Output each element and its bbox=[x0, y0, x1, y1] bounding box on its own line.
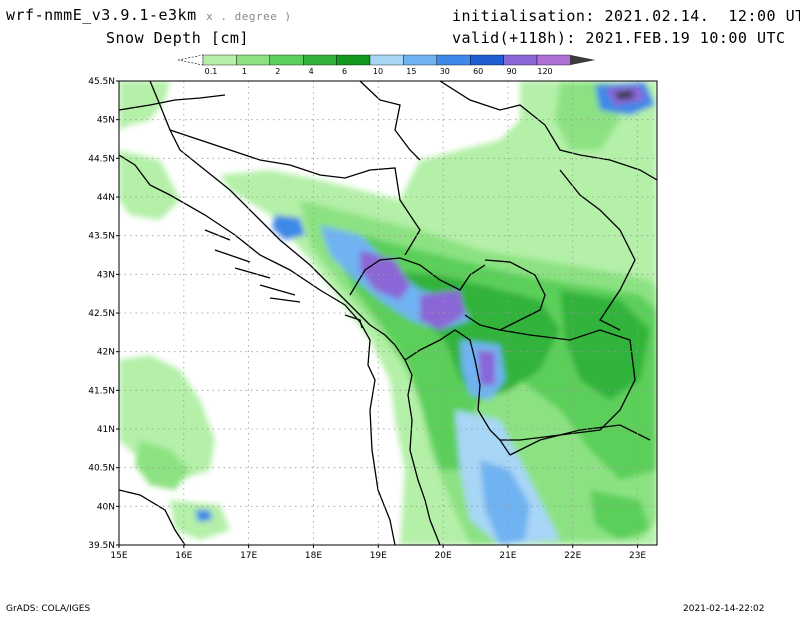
colorbar-swatch bbox=[470, 54, 504, 66]
lon-label: 18E bbox=[305, 551, 322, 561]
colorbar-max-arrow bbox=[570, 55, 596, 65]
snow-area-blue-sw bbox=[195, 510, 212, 522]
run-timestamp: 2021-02-14-22:02 bbox=[683, 604, 765, 614]
border-bosnia-montenegro bbox=[349, 257, 421, 296]
axis-labels: 15E 16E 17E 18E 19E 20E 21E 22E 23E 45.5N 45N 44.5N… bbox=[88, 77, 646, 561]
colorbar-swatch bbox=[236, 54, 270, 66]
gridlines bbox=[119, 81, 657, 545]
snow-area-blue-nw bbox=[272, 215, 305, 240]
snow-area-green1c bbox=[135, 440, 190, 490]
lat-label: 42.5N bbox=[88, 309, 115, 319]
model-title: wrf-nmmE_v3.9.1-e3km x . degree ) bbox=[6, 6, 292, 24]
lat-label: 44N bbox=[97, 193, 115, 203]
colorbar-swatch bbox=[403, 54, 437, 66]
colorbar-label: 4 bbox=[309, 67, 314, 76]
colorbar-label: 15 bbox=[406, 67, 416, 76]
border-slovenia-croatia bbox=[119, 94, 226, 111]
islands bbox=[204, 229, 363, 329]
border-serbia-bulgaria bbox=[559, 169, 636, 331]
snow-area-green4b bbox=[560, 290, 650, 400]
colorbar-swatch bbox=[436, 54, 471, 66]
model-name: wrf-nmmE_v3.9.1-e3km bbox=[6, 6, 197, 24]
snow-area-purple2 bbox=[420, 290, 465, 330]
colorbar-swatch bbox=[369, 54, 404, 66]
adriatic-east-coast bbox=[149, 81, 441, 545]
border-kosovo bbox=[464, 259, 546, 331]
variable-title: Snow Depth [cm] bbox=[106, 29, 249, 47]
colorbar-label: 10 bbox=[373, 67, 383, 76]
colorbar-swatch bbox=[503, 54, 538, 66]
lon-label: 15E bbox=[110, 551, 127, 561]
colorbar-swatch bbox=[336, 54, 371, 66]
lat-label: 39.5N bbox=[88, 541, 115, 551]
snow-area-green2b bbox=[590, 490, 650, 540]
colorbar-label: 60 bbox=[473, 67, 483, 76]
lat-label: 44.5N bbox=[88, 154, 115, 164]
colorbar-label: 120 bbox=[537, 67, 552, 76]
lon-label: 16E bbox=[175, 551, 192, 561]
lat-label: 45.5N bbox=[88, 77, 115, 87]
italy-heel bbox=[119, 489, 186, 545]
border-croatia-bosnia bbox=[169, 129, 421, 256]
grads-credit: GrADS: COLA/IGES bbox=[6, 604, 91, 614]
lon-label: 23E bbox=[629, 551, 646, 561]
coastlines-borders bbox=[119, 81, 657, 545]
snow-area-blue3 bbox=[480, 460, 530, 545]
colorbar-swatch bbox=[303, 54, 337, 66]
border-macedonia bbox=[499, 329, 636, 441]
colorbar-swatch bbox=[269, 54, 304, 66]
lat-label: 43N bbox=[97, 270, 115, 280]
lat-label: 41.5N bbox=[88, 386, 115, 396]
snow-area-purple1 bbox=[360, 250, 410, 300]
border-montenegro-serbia bbox=[419, 264, 486, 291]
lat-label: 42N bbox=[97, 348, 115, 358]
colorbar-label: 1 bbox=[242, 67, 247, 76]
border-greece bbox=[509, 424, 651, 456]
lon-label: 22E bbox=[564, 551, 581, 561]
colorbar-swatch bbox=[536, 54, 571, 66]
lon-label: 21E bbox=[499, 551, 516, 561]
lon-label: 19E bbox=[370, 551, 387, 561]
init-time: initialisation: 2021.02.14. 12:00 UTC bbox=[452, 7, 800, 25]
lat-label: 40N bbox=[97, 502, 115, 512]
colorbar-label: 0.1 bbox=[205, 67, 218, 76]
colorbar-label: 6 bbox=[342, 67, 347, 76]
lat-label: 40.5N bbox=[88, 464, 115, 474]
border-albania bbox=[404, 329, 511, 456]
snow-area-purple3 bbox=[478, 350, 495, 385]
lat-label: 41N bbox=[97, 425, 115, 435]
colorbar-label: 30 bbox=[440, 67, 450, 76]
colorbar-min-arrow bbox=[177, 54, 204, 66]
lon-label: 20E bbox=[435, 551, 452, 561]
colorbar-label: 90 bbox=[507, 67, 517, 76]
border-north bbox=[359, 81, 421, 161]
lat-label: 43.5N bbox=[88, 232, 115, 242]
colorbar-swatch bbox=[202, 54, 237, 66]
italy-coastline bbox=[119, 154, 396, 545]
model-subtitle: x . degree ) bbox=[206, 10, 292, 23]
colorbar: 0.1 1 2 4 6 10 15 30 60 90 120 bbox=[177, 54, 596, 76]
lat-label: 45N bbox=[97, 116, 115, 126]
valid-time: valid(+118h): 2021.FEB.19 10:00 UTC bbox=[452, 29, 786, 47]
lon-label: 17E bbox=[240, 551, 257, 561]
snow-area-max-ne bbox=[615, 90, 634, 100]
colorbar-label: 2 bbox=[275, 67, 280, 76]
border-danube bbox=[439, 81, 657, 181]
